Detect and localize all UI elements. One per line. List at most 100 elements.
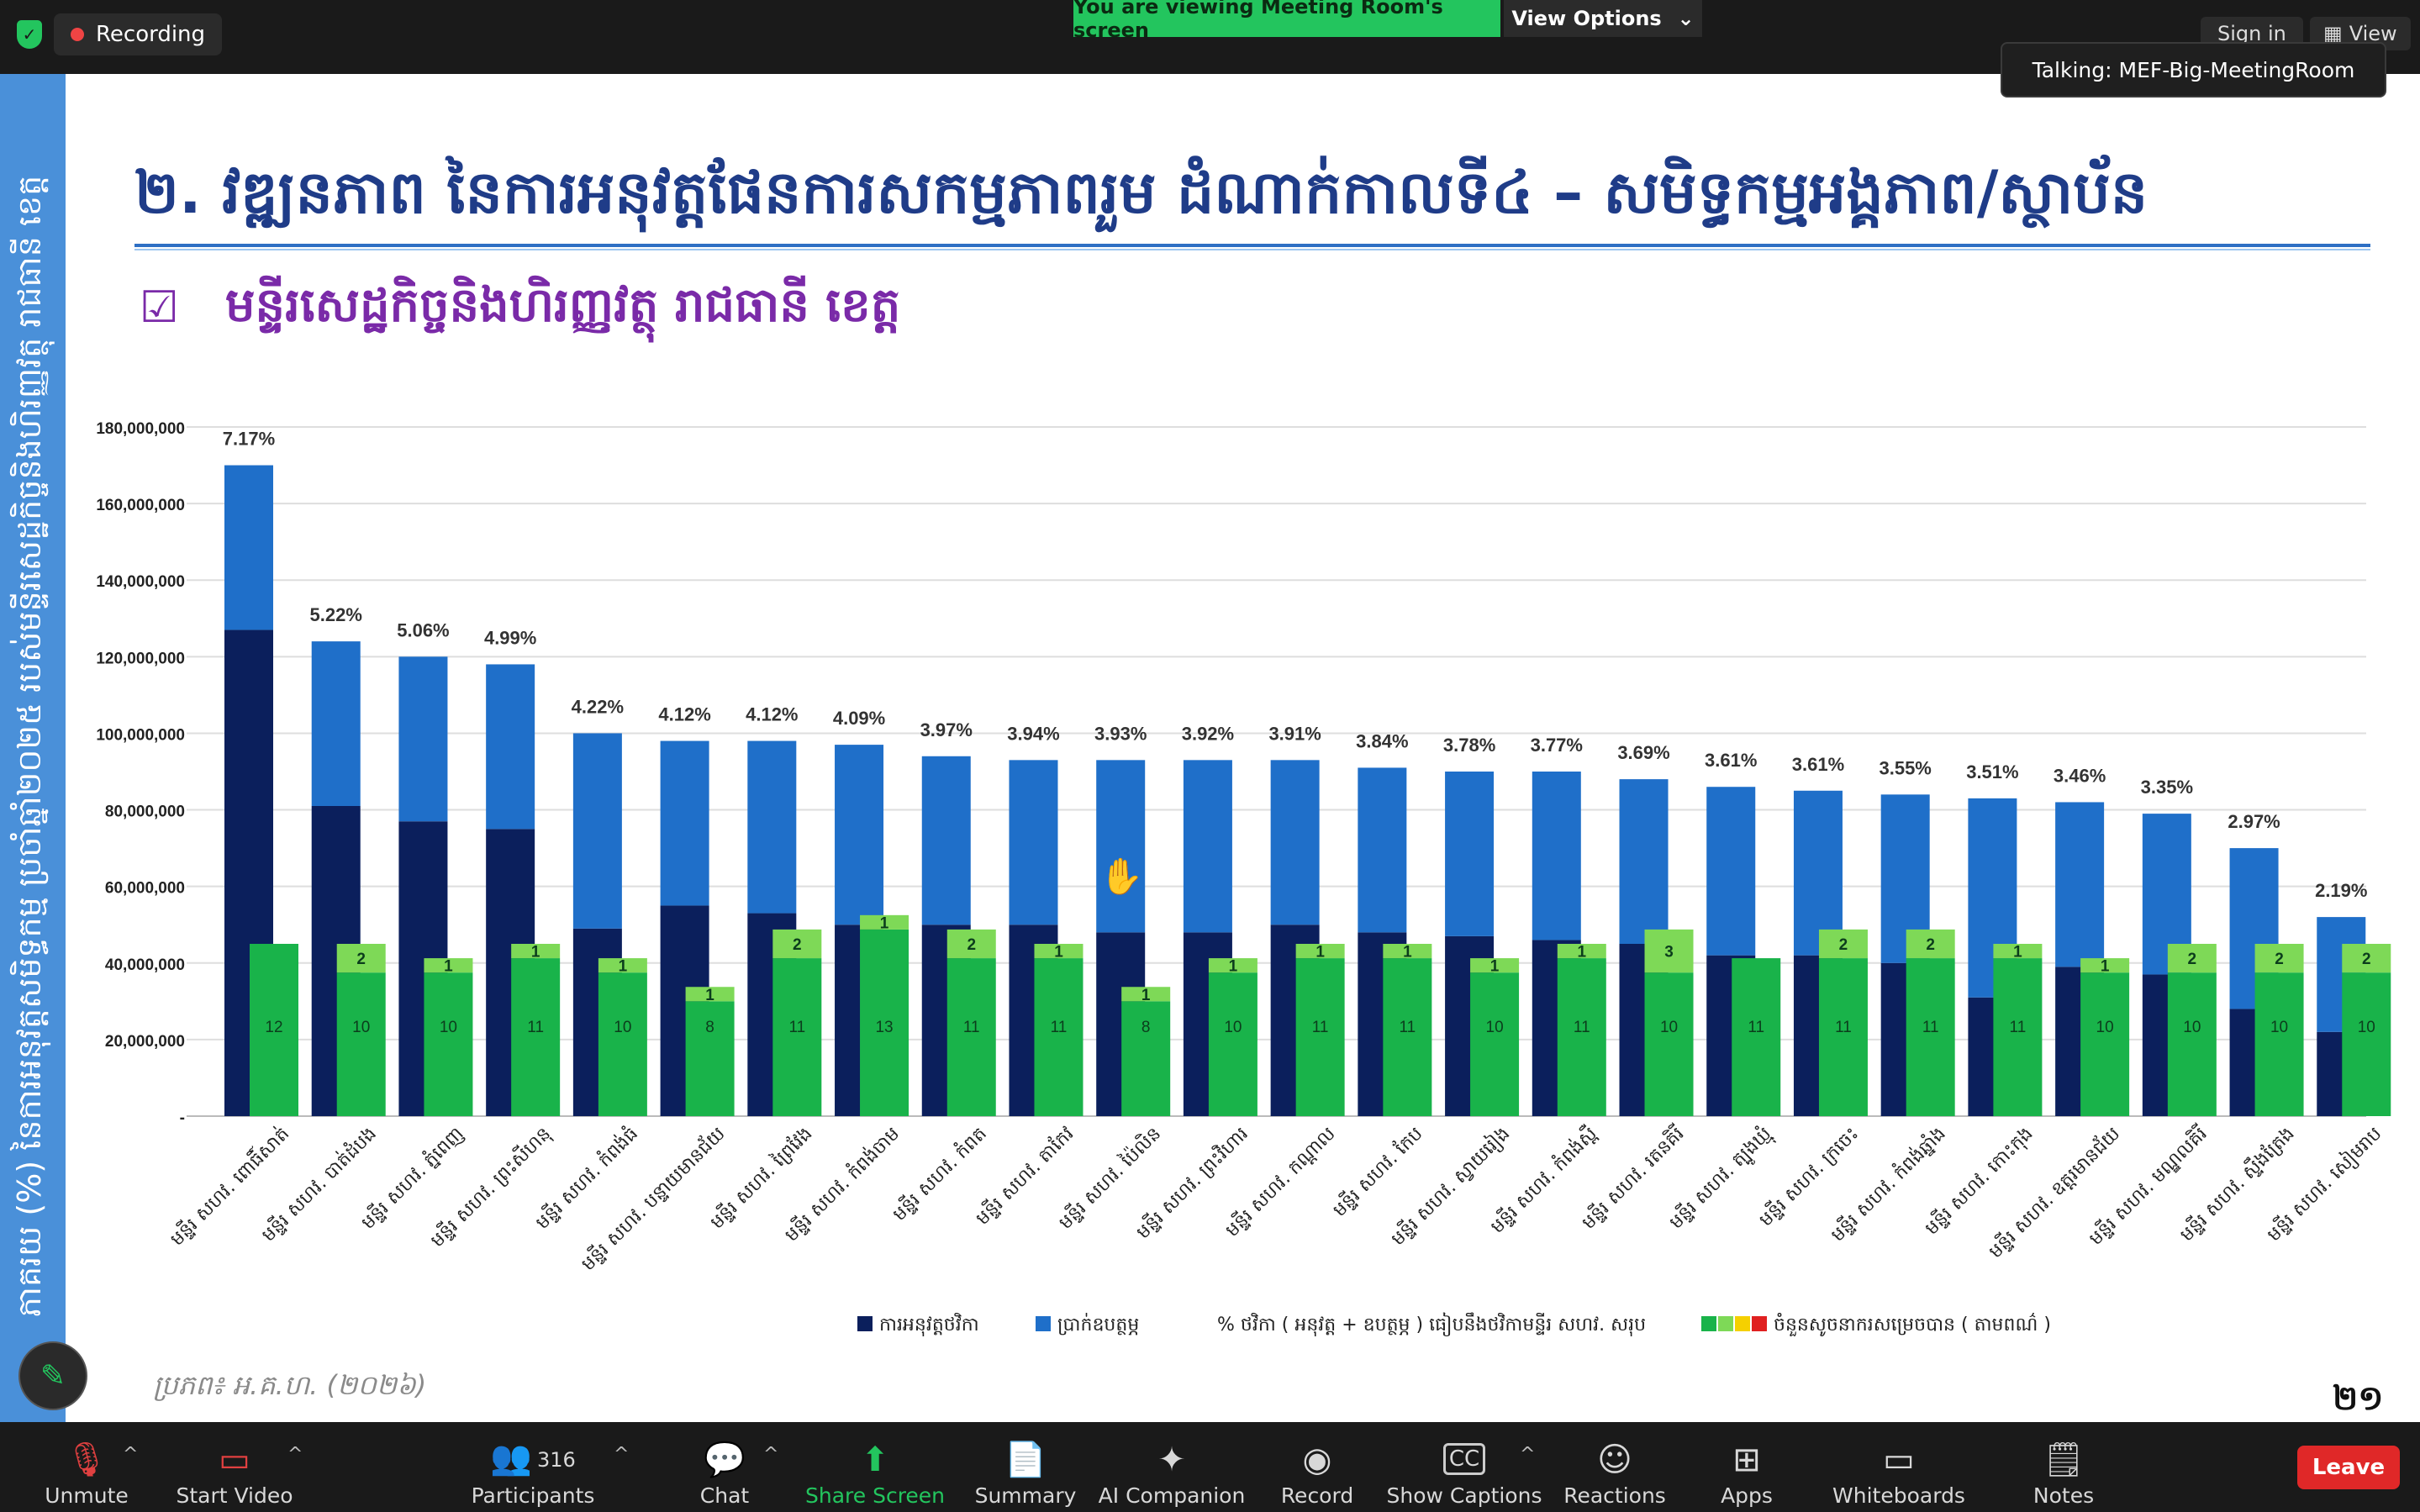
budget-bar <box>486 664 535 830</box>
percent-label: 3.94% <box>1007 723 1059 744</box>
video-options-caret-icon[interactable]: ^ <box>287 1444 303 1465</box>
summary-icon: 📄 <box>1004 1441 1047 1479</box>
checkbox-icon: ☑ <box>140 282 179 333</box>
percent-label: 3.92% <box>1182 723 1234 744</box>
indicator-count-label: 11 <box>1835 1019 1852 1036</box>
legend-indicator-swatch <box>1701 1316 1716 1331</box>
indicator-top-label: 2 <box>967 936 976 954</box>
indicator-top-bar <box>2254 944 2304 973</box>
start-video-button[interactable]: ▭ Start Video <box>176 1430 293 1508</box>
source-note: ប្រភព៖ អ.គ.ហ. (២០២៦) <box>153 1369 427 1401</box>
audio-options-caret-icon[interactable]: ^ <box>123 1444 139 1465</box>
recording-pill[interactable]: Recording <box>54 13 223 55</box>
share-screen-icon: ⬆ <box>861 1441 889 1479</box>
unmute-label: Unmute <box>45 1483 129 1508</box>
indicator-count-label: 10 <box>2358 1019 2375 1036</box>
indicator-count-label: 10 <box>2096 1019 2114 1036</box>
percent-label: 3.97% <box>920 719 973 740</box>
notes-button[interactable]: 🗒 Notes <box>2033 1430 2094 1508</box>
indicator-count-label: 11 <box>2010 1019 2027 1036</box>
legend-budget-label: ប្រាក់ឧបត្ថម្ភ <box>1057 1313 1139 1336</box>
whiteboards-button[interactable]: ▭ Whiteboards <box>1832 1430 1965 1508</box>
legend-exec-swatch <box>857 1316 873 1331</box>
captions-caret-icon[interactable]: ^ <box>1520 1444 1536 1465</box>
indicator-bar <box>1121 1001 1171 1116</box>
indicator-top-bar <box>2342 944 2391 973</box>
budget-bar <box>660 740 709 906</box>
view-options-label: View Options <box>1511 7 1662 30</box>
percent-label: 4.22% <box>572 696 624 717</box>
indicator-bar <box>336 972 386 1116</box>
legend-budget-swatch <box>1036 1316 1051 1331</box>
summary-button[interactable]: 📄 Summary <box>975 1430 1077 1508</box>
record-button[interactable]: ◉ Record <box>1281 1430 1353 1508</box>
category-label: មន្ទីរ សហវ. កែប <box>1328 1122 1427 1221</box>
indicator-top-bar <box>598 958 647 973</box>
apps-button[interactable]: ⊞ Apps <box>1721 1430 1773 1508</box>
percent-label: 2.19% <box>2315 880 2367 901</box>
reactions-button[interactable]: ☺ Reactions <box>1563 1430 1666 1508</box>
reactions-icon: ☺ <box>1597 1441 1632 1479</box>
percent-label: 4.99% <box>484 627 536 648</box>
participants-icon: 👥 316 <box>490 1439 576 1478</box>
chat-icon: 💬 <box>704 1441 746 1479</box>
security-shield-icon[interactable]: ✓ <box>17 20 42 49</box>
share-screen-label: Share Screen <box>804 1483 946 1508</box>
indicator-bar <box>1557 958 1606 1116</box>
indicator-bar <box>772 958 822 1116</box>
percent-label: 7.17% <box>223 429 275 450</box>
budget-bar <box>921 756 971 925</box>
percent-label: 5.22% <box>310 604 362 625</box>
indicator-bar <box>1906 958 1955 1116</box>
participants-caret-icon[interactable]: ^ <box>614 1444 630 1465</box>
indicator-count-label: 10 <box>2270 1019 2288 1036</box>
indicator-bar <box>1644 972 1694 1116</box>
budget-bar <box>1532 772 1581 940</box>
indicator-bar <box>250 944 298 1116</box>
indicator-top-label: 2 <box>2275 951 2284 968</box>
indicator-count-label: 10 <box>1224 1019 1242 1036</box>
indicator-top-label: 1 <box>1403 944 1412 961</box>
slide-sidebar <box>0 74 66 1422</box>
chat-caret-icon[interactable]: ^ <box>763 1444 779 1465</box>
percent-label: 3.51% <box>1966 761 2018 782</box>
budget-bar <box>398 656 448 822</box>
indicator-top-bar <box>1121 987 1171 1002</box>
recording-label: Recording <box>96 22 206 47</box>
share-screen-button[interactable]: ⬆ Share Screen <box>805 1430 945 1508</box>
sparkle-icon: ✦ <box>1157 1441 1186 1479</box>
view-options-button[interactable]: View Options ⌄ <box>1504 0 1702 37</box>
indicator-count-label: 12 <box>265 1019 282 1036</box>
leave-button[interactable]: Leave <box>2297 1446 2400 1489</box>
indicator-bar <box>598 972 647 1116</box>
annotate-pen-icon[interactable]: ✎ <box>18 1341 87 1410</box>
muted-microphone-icon: 🎙 <box>65 1441 108 1479</box>
page-number: ២១ <box>2333 1379 2384 1418</box>
start-video-label: Start Video <box>176 1483 293 1508</box>
budget-bar <box>1358 767 1407 933</box>
indicator-top-label: 1 <box>880 914 889 932</box>
percent-label: 3.84% <box>1356 730 1408 751</box>
ai-companion-button[interactable]: ✦ AI Companion <box>1099 1430 1246 1508</box>
legend-indicator-label: ចំនួនសូចនាករសម្រេចបាន ( តាមពណ៌ ) <box>1774 1312 2051 1336</box>
record-icon: ◉ <box>1302 1441 1332 1479</box>
indicator-bar <box>511 958 561 1116</box>
participants-button[interactable]: 👥 316 Participants <box>472 1430 595 1508</box>
budget-bar <box>1793 790 1843 956</box>
legend-indicator-swatch <box>1735 1316 1750 1331</box>
budget-bar <box>1096 760 1146 933</box>
indicator-top-bar <box>1644 929 1694 973</box>
percent-label: 4.12% <box>746 704 798 725</box>
video-off-icon: ▭ <box>219 1441 250 1479</box>
unmute-button[interactable]: 🎙 Unmute <box>40 1430 133 1508</box>
indicator-count-label: 11 <box>1399 1019 1416 1036</box>
indicator-count-label: 11 <box>1748 1019 1764 1036</box>
y-tick-label: 100,000,000 <box>96 726 185 744</box>
show-captions-button[interactable]: CC Show Captions <box>1387 1430 1542 1508</box>
bar-chart: - 20,000,000 40,000,000 60,000,000 80,000,00… <box>96 420 2391 1336</box>
show-captions-label: Show Captions <box>1386 1483 1542 1508</box>
indicator-bar <box>2254 972 2304 1116</box>
category-label: មន្ទីរ សហវ. បន្ទាយមានជ័យ <box>576 1121 730 1275</box>
chat-button[interactable]: 💬 Chat <box>691 1430 758 1508</box>
budget-bar <box>2055 802 2105 967</box>
